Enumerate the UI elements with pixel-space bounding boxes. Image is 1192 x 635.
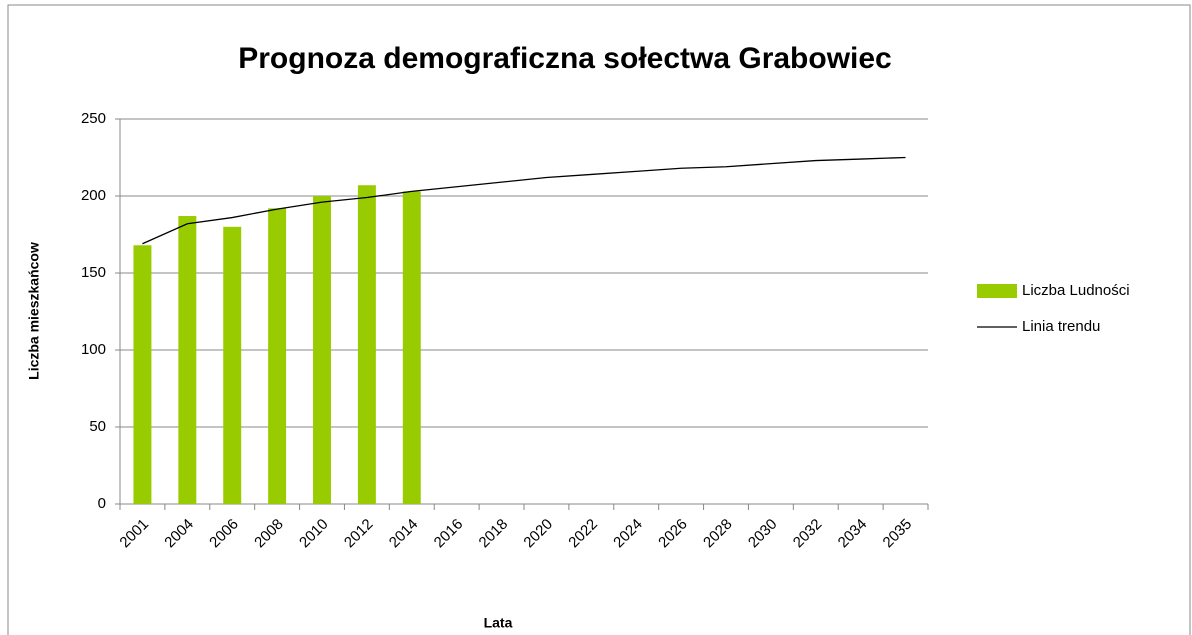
bar xyxy=(313,196,331,504)
chart-frame xyxy=(7,4,1191,635)
legend-swatch xyxy=(977,284,1017,298)
legend-label: Linia trendu xyxy=(1022,318,1100,335)
trend-line xyxy=(142,156,906,245)
y-tick-label: 100 xyxy=(81,341,106,358)
y-tick-label: 150 xyxy=(81,264,106,281)
x-axis-label: Lata xyxy=(484,615,513,631)
bar xyxy=(402,191,421,504)
y-tick-label: 0 xyxy=(98,495,106,512)
y-tick-label: 250 xyxy=(81,110,106,127)
bar xyxy=(268,208,287,504)
y-axis-label: Liczba mieszkańcow xyxy=(26,242,42,380)
bar xyxy=(223,226,242,505)
y-tick-label: 200 xyxy=(81,187,106,204)
legend-label: Liczba Ludności xyxy=(1022,282,1130,299)
y-tick-label: 50 xyxy=(89,418,106,435)
chart-title: Prognoza demograficzna sołectwa Grabowie… xyxy=(238,42,892,75)
bar xyxy=(133,245,152,504)
bar xyxy=(357,185,376,504)
bar xyxy=(178,216,197,504)
